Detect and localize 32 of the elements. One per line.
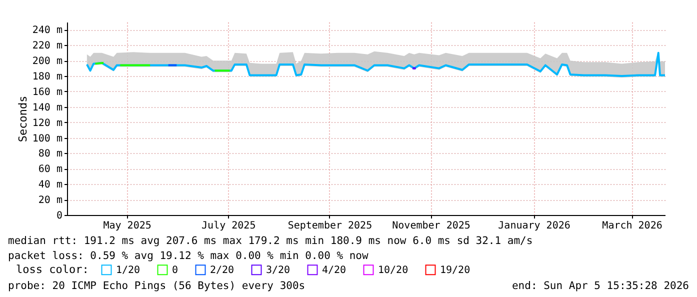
x-tick-label: November 2025 xyxy=(392,220,470,232)
text: end: Sun Apr 5 15:35:28 2026 xyxy=(512,280,689,292)
y-axis-title: Seconds xyxy=(16,96,30,142)
y-tick-label: 0 xyxy=(56,210,62,222)
y-tick-label: 80 m xyxy=(38,148,62,160)
y-tick-label: 180 m xyxy=(32,72,62,83)
legend-label: 1/20 xyxy=(116,264,140,276)
y-tick-label: 120 m xyxy=(32,118,62,129)
text: probe: 20 ICMP Echo Pings (56 Bytes) every 300s xyxy=(8,280,306,292)
y-tick-label: 100 m xyxy=(32,133,62,144)
text: packet loss: 0.59 % avg 19.12 % max 0.00 % min 0.00 % now xyxy=(8,250,370,262)
text: median rtt: 191.2 ms avg 207.6 ms max 179.2 ms min 180.9 ms now 6.0 ms sd 32.1 am/s xyxy=(8,235,533,247)
x-tick-label: May 2025 xyxy=(103,220,152,232)
legend-label: 4/20 xyxy=(322,264,346,276)
y-tick-label: 20 m xyxy=(38,195,62,206)
y-tick-label: 140 m xyxy=(32,102,62,114)
x-tick-label: January 2026 xyxy=(498,220,570,232)
legend-label: 3/20 xyxy=(266,264,290,276)
y-tick-label: 240 m xyxy=(32,25,62,36)
legend-label: 10/20 xyxy=(378,264,408,276)
legend-label: 0 xyxy=(172,264,178,276)
x-tick-label: March 2026 xyxy=(602,220,662,232)
x-tick-label: July 2025 xyxy=(202,220,256,232)
y-tick-label: 160 m xyxy=(32,86,62,98)
y-tick-label: 220 m xyxy=(32,40,62,52)
x-tick-label: September 2025 xyxy=(288,220,372,232)
legend-title: loss color: xyxy=(16,263,89,276)
legend-label: 2/20 xyxy=(210,264,234,276)
y-tick-label: 40 m xyxy=(38,180,62,191)
y-tick-label: 60 m xyxy=(38,164,62,176)
legend-label: 19/20 xyxy=(440,264,470,276)
y-tick-label: 200 m xyxy=(32,56,62,68)
